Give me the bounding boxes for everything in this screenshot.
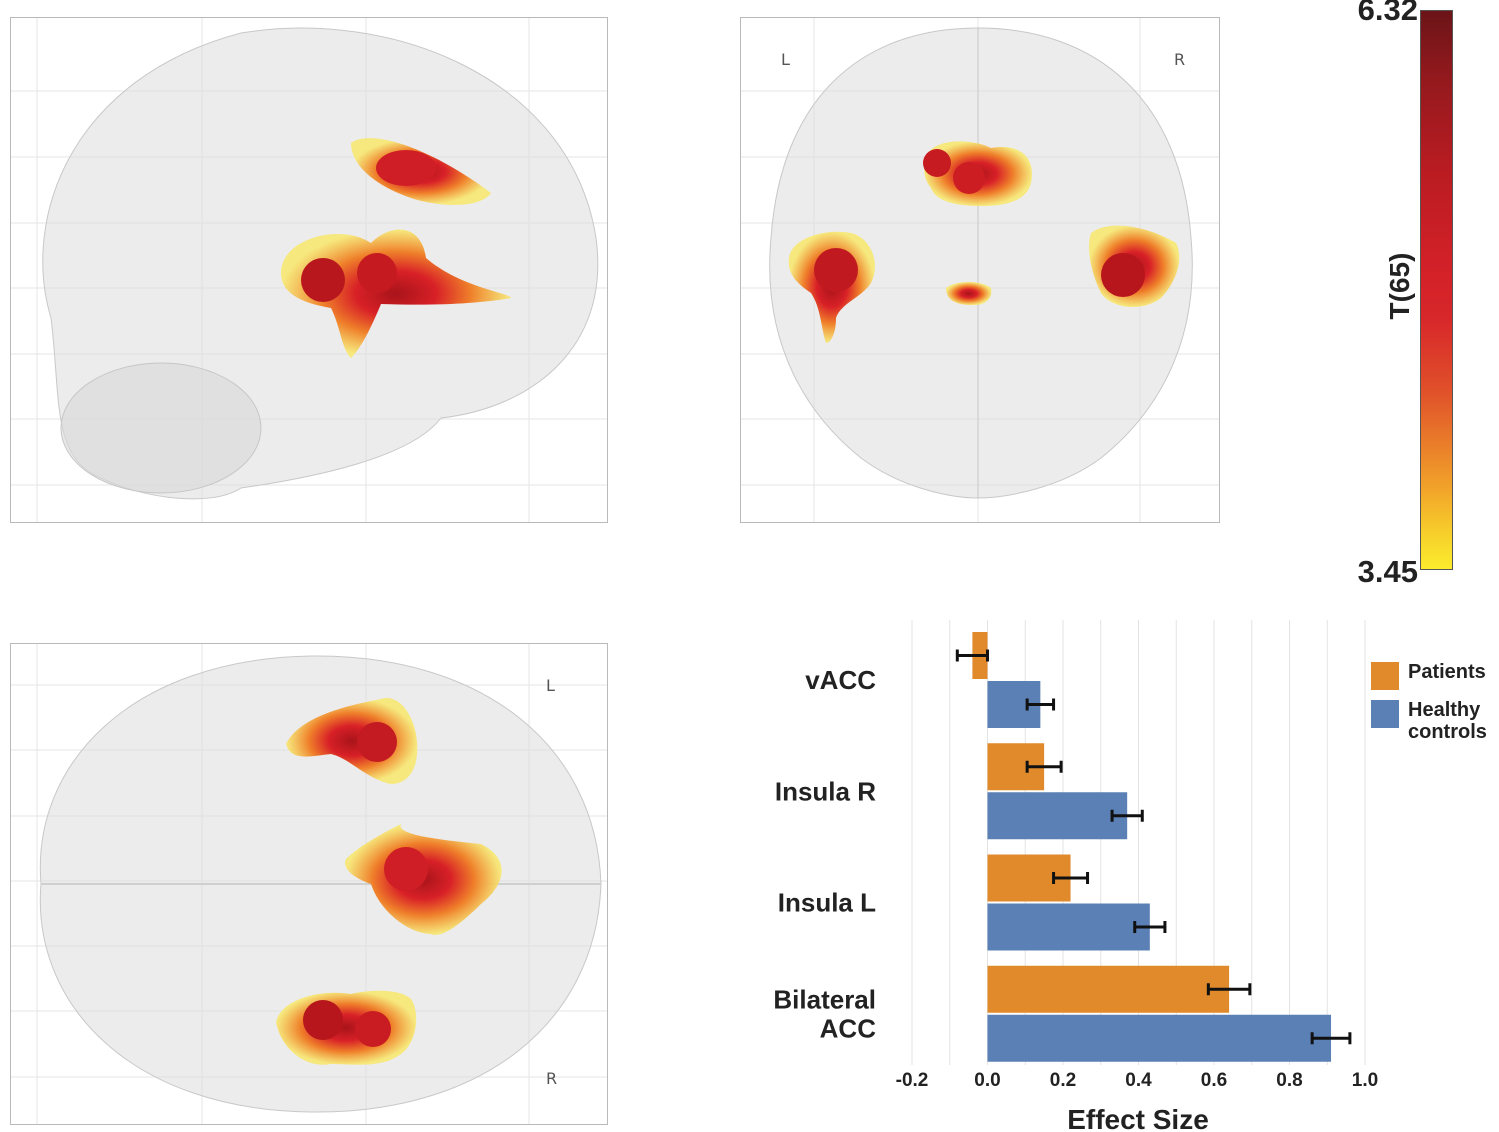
colorbar-min-label: 3.45 — [1357, 554, 1418, 589]
x-tick-label: 1.0 — [1352, 1070, 1378, 1091]
coronal-brain-svg: L R — [741, 18, 1219, 522]
chart-bars — [972, 632, 1332, 1062]
bar-healthy-controls — [987, 903, 1150, 951]
sagittal-brain-svg — [11, 18, 607, 522]
category-label: Bilateral ACC — [773, 984, 876, 1043]
chart-error-bars — [955, 649, 1352, 1045]
axial-brain-svg: L R — [11, 644, 607, 1124]
x-axis-title: Effect Size — [1067, 1104, 1209, 1132]
axial-brain-view: L R — [10, 643, 608, 1125]
coronal-left-label: L — [781, 50, 790, 69]
colorbar-gradient — [1420, 10, 1453, 570]
colorbar-legend: 6.32 3.45 T(65) — [1340, 0, 1499, 590]
effect-size-bar-chart: vACC Insula R Insula L Bilateral ACC -0.2 0.0… — [773, 620, 1487, 1132]
category-label: Insula L — [778, 888, 876, 918]
bar-healthy-controls — [987, 1014, 1332, 1062]
bar-healthy-controls — [987, 792, 1128, 840]
colorbar-max-label: 6.32 — [1357, 0, 1418, 27]
axial-right-label: R — [546, 1069, 557, 1088]
legend-swatch-patients — [1371, 662, 1399, 690]
category-label: Insula R — [775, 776, 876, 806]
bar-patients — [987, 965, 1230, 1013]
sagittal-brain-view — [10, 17, 608, 523]
coronal-right-label: R — [1174, 50, 1185, 69]
x-tick-label: 0.4 — [1125, 1070, 1152, 1091]
chart-legend: Patients Healthy controls — [1371, 661, 1487, 743]
x-tick-label: 0.6 — [1201, 1070, 1227, 1091]
x-tick-label: 0.2 — [1050, 1070, 1076, 1091]
category-label: vACC — [805, 665, 876, 695]
legend-label: Patients — [1408, 661, 1486, 683]
colorbar-title: T(65) — [1384, 252, 1415, 320]
chart-tick-labels: -0.2 0.0 0.2 0.4 0.6 0.8 1.0 — [896, 1070, 1379, 1091]
chart-category-labels: vACC Insula R Insula L Bilateral ACC — [773, 665, 876, 1043]
axial-left-label: L — [546, 676, 555, 695]
coronal-brain-view: L R — [740, 17, 1220, 523]
x-tick-label: 0.8 — [1276, 1070, 1302, 1091]
x-tick-label: 0.0 — [974, 1070, 1000, 1091]
legend-label: Healthy controls — [1408, 699, 1487, 743]
legend-swatch-healthy-controls — [1371, 700, 1399, 728]
x-tick-label: -0.2 — [896, 1070, 929, 1091]
